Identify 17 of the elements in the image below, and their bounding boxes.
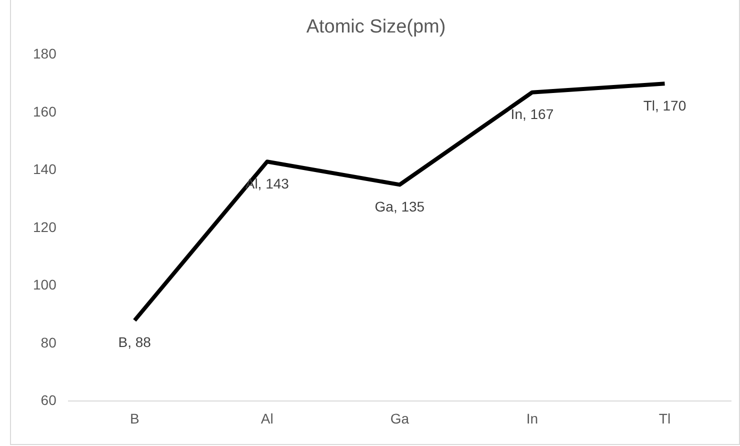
x-tick-label: Tl: [658, 410, 671, 426]
y-tick-label: 180: [33, 46, 57, 62]
chart-title: Atomic Size(pm): [306, 16, 446, 38]
y-tick-label: 140: [33, 161, 57, 178]
y-tick-label: 80: [40, 334, 57, 350]
x-tick-label: Al: [260, 410, 274, 426]
y-tick-label: 100: [33, 276, 57, 293]
data-label: Ga, 135: [374, 198, 425, 215]
x-tick-label: B: [130, 410, 140, 426]
data-label: Tl, 170: [643, 98, 686, 114]
x-tick-label: In: [526, 410, 538, 426]
y-tick-label: 160: [33, 103, 57, 120]
data-label: B, 88: [118, 334, 152, 350]
y-tick-label: 120: [33, 218, 57, 235]
data-label: In, 167: [510, 106, 554, 122]
x-tick-label: Ga: [390, 410, 410, 426]
y-tick-label: 60: [40, 392, 57, 408]
